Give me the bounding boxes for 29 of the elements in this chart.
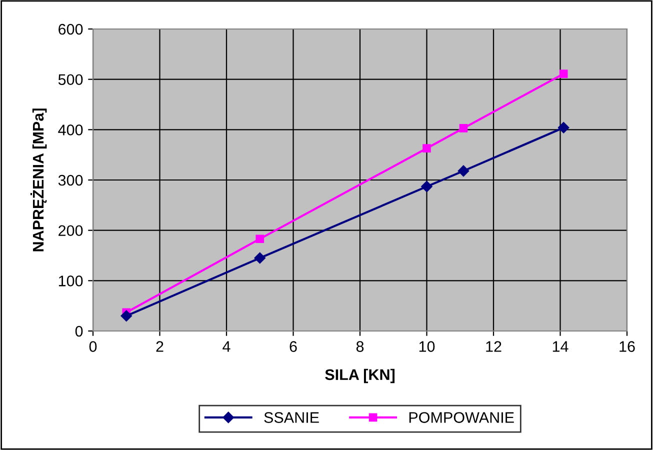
- x-tick-label: 10: [419, 341, 435, 352]
- y-axis-title: NAPRĘŻENIA [MPa]: [30, 108, 47, 252]
- x-tick-label: 16: [620, 341, 635, 352]
- point: [120, 310, 132, 322]
- point: [558, 122, 570, 134]
- point: [254, 252, 266, 264]
- x-tick-label: 8: [356, 341, 364, 352]
- x-tick-label: 0: [89, 341, 97, 352]
- x-tick-label: 4: [222, 341, 230, 352]
- y-tick-label: 600: [58, 24, 83, 35]
- legend-label: POMPOWANIE: [409, 412, 514, 423]
- y-tick-label: 200: [58, 225, 83, 236]
- point: [458, 165, 470, 177]
- x-axis-title: SILA [KN]: [325, 368, 394, 384]
- x-tick-label: 14: [552, 341, 568, 352]
- x-tick-label: 6: [290, 341, 297, 352]
- x-tick-label: 2: [156, 341, 164, 352]
- y-tick-label: 500: [58, 74, 83, 86]
- point: [256, 234, 264, 244]
- x-tick-label: 12: [486, 341, 502, 352]
- y-tick-label: 0: [75, 326, 83, 337]
- point: [559, 70, 568, 78]
- point: [422, 144, 431, 152]
- legend-label: SSANIE: [264, 412, 319, 423]
- y-tick-label: 400: [58, 124, 83, 136]
- y-tick-label: 300: [58, 174, 83, 186]
- y-tick-label: 100: [58, 276, 83, 286]
- point: [421, 180, 432, 192]
- point: [459, 124, 468, 132]
